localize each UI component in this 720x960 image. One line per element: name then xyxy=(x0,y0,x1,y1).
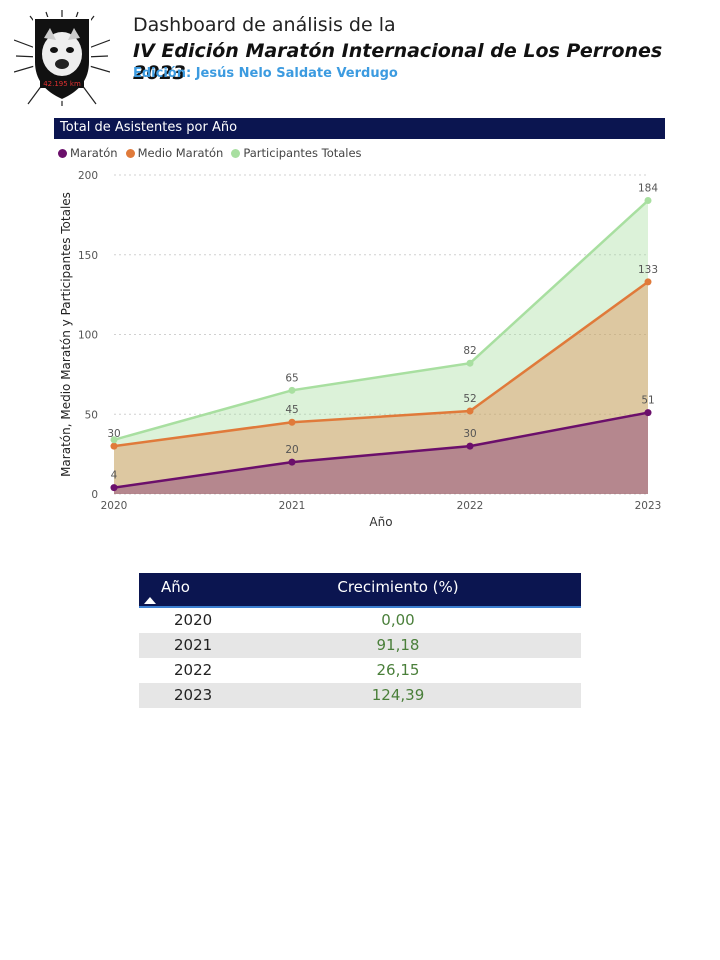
point-maraton xyxy=(110,484,118,492)
area-total xyxy=(114,200,648,494)
cell-year: 2022 xyxy=(174,661,213,679)
table-row: 2020 0,00 xyxy=(139,608,581,633)
x-axis-label: Año xyxy=(369,515,392,529)
line-total xyxy=(113,199,649,441)
point-total xyxy=(288,386,296,394)
chart-title: Total de Asistentes por Año xyxy=(54,118,665,139)
data-label-medio: 52 xyxy=(463,393,476,405)
x-tick-label: 2022 xyxy=(457,500,484,512)
growth-table: Año Crecimiento (%) 2020 0,00 2021 91,18… xyxy=(139,573,581,708)
legend-dot-medio xyxy=(125,148,135,158)
line-maraton xyxy=(113,411,649,489)
point-maraton xyxy=(466,442,474,450)
data-label-medio: 30 xyxy=(107,428,120,440)
data-label-maraton: 4 xyxy=(111,470,118,482)
data-label-maraton: 30 xyxy=(463,428,476,440)
point-medio xyxy=(466,407,474,415)
area-chart[interactable]: 0 50 100 150 200 2020 2021 2022 2023 Año Maratón, … xyxy=(54,160,674,540)
point-total xyxy=(110,436,118,444)
data-label-total: 184 xyxy=(638,183,658,195)
data-label-total: 82 xyxy=(463,345,476,357)
legend-item-total[interactable]: Participantes Totales xyxy=(231,146,362,160)
cell-growth: 26,15 xyxy=(376,661,420,679)
y-tick-label: 50 xyxy=(85,409,98,421)
cell-growth: 124,39 xyxy=(371,686,425,704)
sort-ascending-icon[interactable] xyxy=(144,597,156,604)
column-header-year[interactable]: Año xyxy=(161,578,190,596)
area-medio xyxy=(114,281,648,494)
legend-item-maraton[interactable]: Maratón xyxy=(58,146,118,160)
point-maraton xyxy=(644,409,652,417)
dashboard-title-line1: Dashboard de análisis de la xyxy=(133,14,396,36)
column-header-growth[interactable]: Crecimiento (%) xyxy=(337,578,459,596)
cell-year: 2021 xyxy=(174,636,213,654)
point-maraton xyxy=(288,458,296,466)
x-tick-label: 2021 xyxy=(279,500,306,512)
cell-growth: 91,18 xyxy=(376,636,420,654)
svg-text:42.195 km: 42.195 km xyxy=(43,80,81,88)
line-medio xyxy=(113,280,649,448)
dashboard-title-line2: IV Edición Maratón Internacional de Los … xyxy=(133,40,663,84)
x-tick-label: 2023 xyxy=(635,500,662,512)
point-total xyxy=(644,197,652,205)
legend-item-medio[interactable]: Medio Maratón xyxy=(125,146,224,160)
data-label-total: 65 xyxy=(285,372,298,384)
table-row: 2022 26,15 xyxy=(139,658,581,683)
y-tick-label: 100 xyxy=(78,330,98,342)
legend-label-medio: Medio Maratón xyxy=(137,146,224,160)
dashboard-subtitle: Edición: Jesús Nelo Saldate Verdugo xyxy=(133,66,398,81)
y-tick-label: 0 xyxy=(91,489,98,501)
chart-legend: Maratón Medio Maratón Participantes Tota… xyxy=(58,146,362,160)
point-medio xyxy=(110,442,118,450)
y-tick-label: 150 xyxy=(78,250,98,262)
point-total xyxy=(466,359,474,367)
point-medio xyxy=(288,418,296,426)
area-maraton xyxy=(114,412,648,494)
data-label-medio: 133 xyxy=(638,264,658,276)
point-medio xyxy=(644,278,652,286)
table-header: Año Crecimiento (%) xyxy=(139,573,581,608)
legend-dot-total xyxy=(231,148,241,158)
legend-dot-maraton xyxy=(58,148,67,158)
cell-year: 2020 xyxy=(174,611,213,629)
table-row: 2023 124,39 xyxy=(139,683,581,708)
x-tick-label: 2020 xyxy=(101,500,128,512)
cell-growth: 0,00 xyxy=(381,611,415,629)
data-label-medio: 45 xyxy=(285,404,298,416)
cell-year: 2023 xyxy=(174,686,213,704)
legend-label-total: Participantes Totales xyxy=(243,146,362,160)
legend-label-maraton: Maratón xyxy=(70,146,118,160)
data-label-maraton: 20 xyxy=(285,444,298,456)
y-axis-label: Maratón, Medio Maratón y Participantes T… xyxy=(59,192,73,477)
table-row: 2021 91,18 xyxy=(139,633,581,658)
data-label-maraton: 51 xyxy=(641,395,654,407)
marathon-logo: 42.195 km xyxy=(13,10,111,106)
y-tick-label: 200 xyxy=(78,170,98,182)
